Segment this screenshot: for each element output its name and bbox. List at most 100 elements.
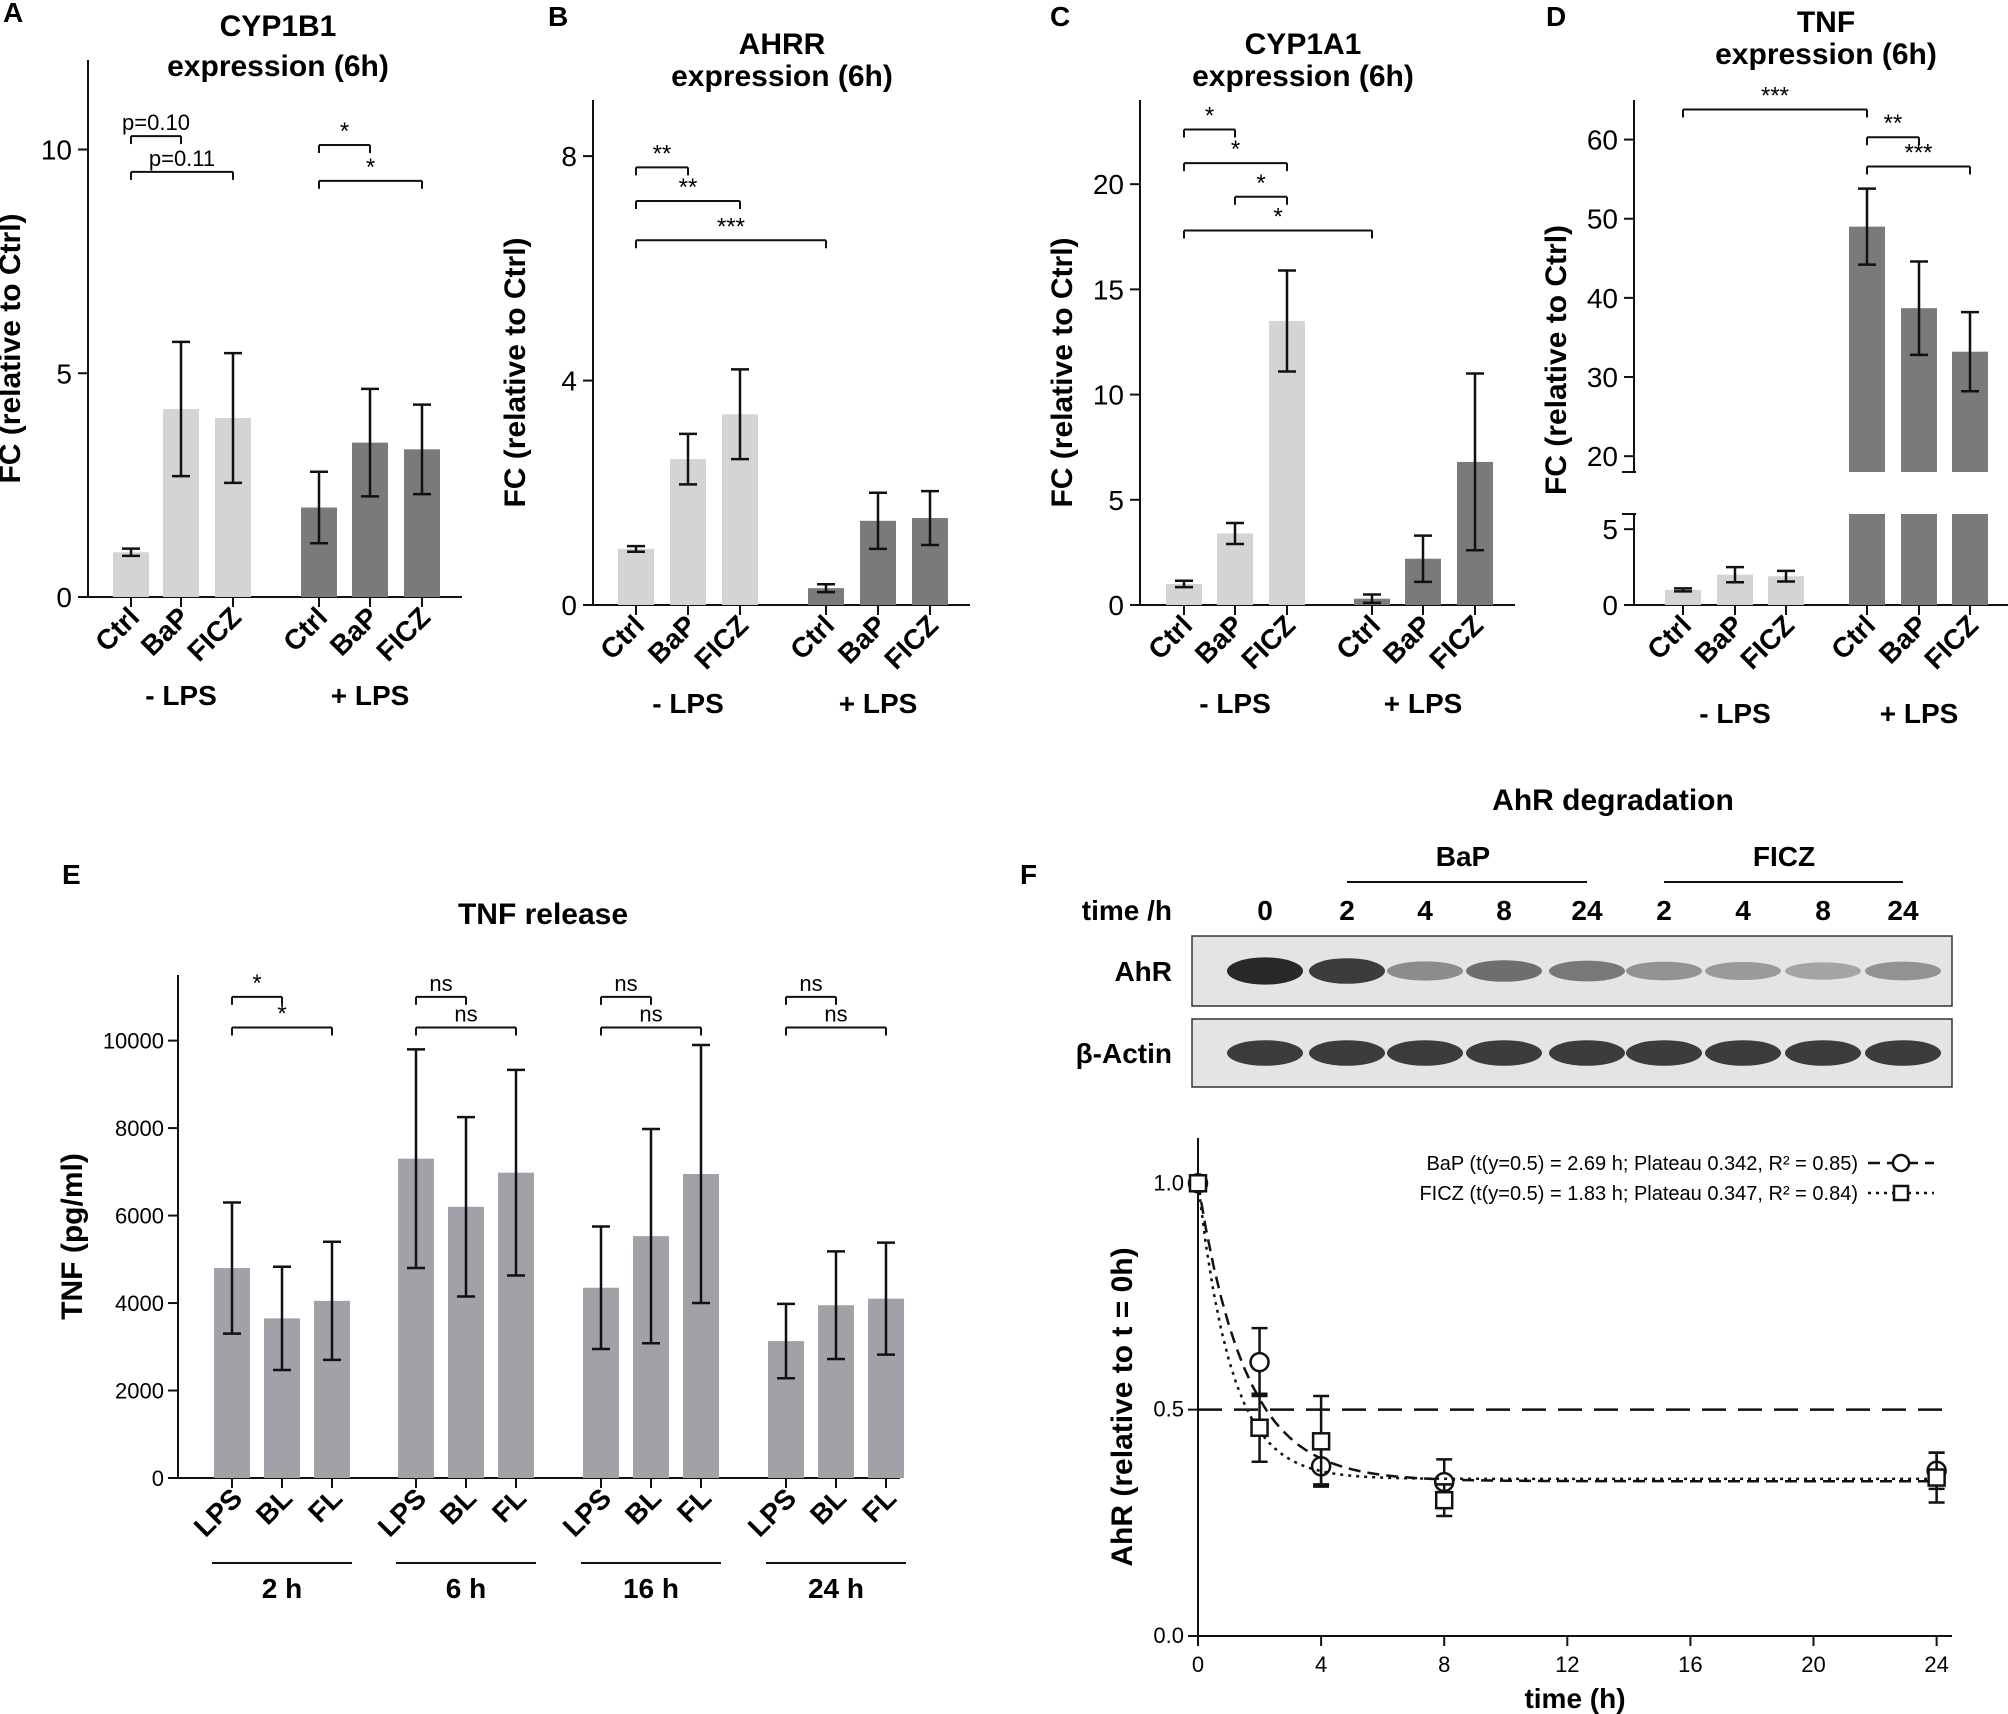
bar-b xyxy=(618,548,654,605)
x-tick-label-f: 16 xyxy=(1678,1652,1702,1677)
panel-label-f: F xyxy=(1020,859,1037,890)
legend-text-ficz: FICZ (t(y=0.5) = 1.83 h; Plateau 0.347, … xyxy=(1419,1183,1858,1205)
bar-c xyxy=(1166,583,1202,605)
x-tick-label-e: LPS xyxy=(742,1482,802,1542)
x-tick-label-b: FICZ xyxy=(688,609,754,675)
sig-label-e: * xyxy=(277,1000,286,1027)
y-axis-label-f: AhR (relative to t = 0h) xyxy=(1106,1247,1139,1566)
y-tick-label-c: 5 xyxy=(1108,485,1124,516)
blot-band xyxy=(1865,961,1941,981)
bar-lower-d xyxy=(1901,514,1937,605)
sig-label-e: * xyxy=(252,970,261,997)
chart-title-d: TNF xyxy=(1797,6,1855,39)
x-tick-label-d: FICZ xyxy=(1734,609,1800,675)
sig-label-e: ns xyxy=(639,1001,662,1026)
x-tick-label-e: BL xyxy=(619,1482,667,1530)
y-tick-label-e: 4000 xyxy=(115,1291,164,1316)
x-tick-label-d: Ctrl xyxy=(1641,609,1697,665)
sig-label-d: *** xyxy=(1761,82,1789,109)
sig-label-b: *** xyxy=(717,213,745,240)
group-label-b: - LPS xyxy=(652,688,724,719)
y-tick-label-b: 4 xyxy=(561,366,577,397)
y-tick-label-a: 5 xyxy=(56,358,72,389)
blot-title: AhR degradation xyxy=(1492,784,1734,817)
x-tick-label-c: FICZ xyxy=(1235,609,1301,675)
treatment-label-ficz: FICZ xyxy=(1753,841,1815,872)
x-tick-label-e: FL xyxy=(856,1482,902,1528)
x-tick-label-f: 20 xyxy=(1801,1652,1825,1677)
y-tick-label-b: 0 xyxy=(561,590,577,621)
group-label-c: - LPS xyxy=(1199,688,1271,719)
group-label-a: - LPS xyxy=(145,680,217,711)
group-label-e: 6 h xyxy=(446,1573,486,1604)
sig-label-a: p=0.10 xyxy=(122,110,190,135)
y-tick-label-a: 0 xyxy=(56,582,72,613)
x-tick-label-b: BaP xyxy=(642,609,702,669)
blot-band xyxy=(1705,961,1781,981)
blot-band xyxy=(1466,960,1542,982)
blot-band xyxy=(1785,962,1861,980)
panel-label-a: A xyxy=(3,0,23,28)
time-point-label: 24 xyxy=(1887,895,1919,926)
y-axis-label-c: FC (relative to Ctrl) xyxy=(1046,237,1079,507)
sig-label-a: * xyxy=(340,118,349,145)
group-label-e: 24 h xyxy=(808,1573,864,1604)
chart-title-b: AHRR xyxy=(739,28,826,61)
x-tick-label-b: Ctrl xyxy=(594,609,650,665)
x-tick-label-e: LPS xyxy=(557,1482,617,1542)
time-point-label: 4 xyxy=(1417,895,1433,926)
y-axis-label-d: FC (relative to Ctrl) xyxy=(1540,225,1573,495)
y-axis-label-b: FC (relative to Ctrl) xyxy=(499,237,532,507)
panel-label-c: C xyxy=(1050,1,1070,32)
panel-label-e: E xyxy=(62,859,81,890)
panel-label-b: B xyxy=(548,1,568,32)
sig-label-e: ns xyxy=(824,1001,847,1026)
x-tick-label-e: BL xyxy=(804,1482,852,1530)
time-point-label: 2 xyxy=(1656,895,1672,926)
sig-label-e: ns xyxy=(429,971,452,996)
data-point-ficz xyxy=(1434,1490,1454,1510)
x-tick-label-c: Ctrl xyxy=(1142,609,1198,665)
x-tick-label-e: BL xyxy=(434,1482,482,1530)
x-axis-label-f: time (h) xyxy=(1524,1683,1625,1714)
x-tick-label-e: BL xyxy=(250,1482,298,1530)
bar-c xyxy=(1217,533,1253,605)
blot-band xyxy=(1549,1040,1625,1066)
x-tick-label-f: 12 xyxy=(1555,1652,1579,1677)
x-tick-label-d: BaP xyxy=(1873,609,1933,669)
bar-d xyxy=(1665,589,1701,605)
group-label-c: + LPS xyxy=(1384,688,1463,719)
sig-label-c: * xyxy=(1273,203,1282,230)
group-label-b: + LPS xyxy=(839,688,918,719)
y-tick-label-c: 15 xyxy=(1093,274,1124,305)
y-tick-label-d: 20 xyxy=(1587,441,1618,472)
y-tick-label-a: 10 xyxy=(41,135,72,166)
y-tick-label-e: 2000 xyxy=(115,1379,164,1404)
time-point-label: 4 xyxy=(1735,895,1751,926)
chart-title-e: TNF release xyxy=(458,898,628,931)
data-point-bap xyxy=(1249,1351,1270,1373)
data-point-ficz xyxy=(1311,1432,1331,1451)
data-point-ficz xyxy=(1250,1418,1269,1437)
blot-band xyxy=(1387,1040,1463,1066)
x-tick-label-d: Ctrl xyxy=(1825,609,1881,665)
x-tick-label-c: BaP xyxy=(1189,609,1249,669)
y-tick-label-b: 8 xyxy=(561,141,577,172)
sig-label-e: ns xyxy=(454,1001,477,1026)
bar-lower-d xyxy=(1849,514,1885,605)
sig-label-d: *** xyxy=(1904,139,1932,166)
sig-label-a: * xyxy=(366,154,375,181)
sig-label-b: ** xyxy=(653,140,672,167)
blot-band xyxy=(1227,957,1303,985)
group-label-e: 2 h xyxy=(262,1573,302,1604)
y-tick-label-f: 0.5 xyxy=(1153,1397,1184,1422)
time-point-label: 0 xyxy=(1257,895,1273,926)
y-tick-label-c: 0 xyxy=(1108,590,1124,621)
y-tick-label-f: 1.0 xyxy=(1153,1170,1184,1195)
sig-label-a: p=0.11 xyxy=(149,146,215,171)
x-tick-label-d: FICZ xyxy=(1918,609,1984,675)
x-tick-label-f: 24 xyxy=(1924,1652,1948,1677)
blot-band xyxy=(1549,960,1625,982)
legend-marker-bap xyxy=(1891,1153,1911,1173)
y-tick-label-d: 5 xyxy=(1602,514,1618,545)
